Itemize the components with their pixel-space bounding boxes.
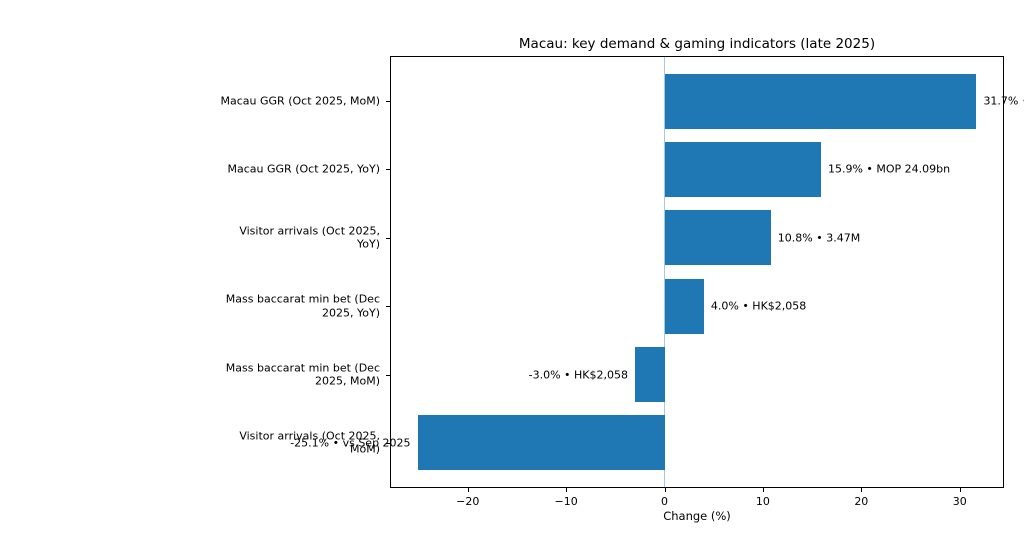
x-tick-mark xyxy=(959,488,961,492)
y-tick-mark xyxy=(386,306,390,308)
y-tick-mark xyxy=(386,374,390,376)
y-tick-label-line: Mass baccarat min bet (Dec xyxy=(225,361,380,375)
y-tick-label: Mass baccarat min bet (Dec 2025, MoM) xyxy=(226,361,380,388)
y-tick-label-line: 2025, MoM) xyxy=(315,374,380,388)
x-tick-mark xyxy=(566,488,568,492)
bar xyxy=(635,347,665,403)
bar-value-label: 31.7% • xyxy=(983,94,1024,108)
y-tick-label: Mass baccarat min bet (Dec 2025, YoY) xyxy=(226,293,380,320)
bar xyxy=(664,210,771,266)
bar-value-label: -3.0% • HK$2,058 xyxy=(528,368,628,382)
y-tick-label-line: Visitor arrivals (Oct 2025, xyxy=(239,429,380,443)
x-tick-label: 0 xyxy=(661,495,669,508)
y-tick-mark xyxy=(386,169,390,171)
zero-axis-line xyxy=(663,57,666,487)
x-tick-mark xyxy=(762,488,764,492)
bar xyxy=(417,415,665,471)
x-tick-mark xyxy=(861,488,863,492)
y-tick-label: Visitor arrivals (Oct 2025, YoY) xyxy=(239,224,380,251)
y-tick-label-line: MoM) xyxy=(349,442,380,456)
y-tick-label-line: YoY) xyxy=(357,237,380,251)
x-tick-label: 10 xyxy=(755,495,770,508)
y-tick-label: Macau GGR (Oct 2025, MoM) xyxy=(221,94,380,108)
y-tick-label-line: Visitor arrivals (Oct 2025, xyxy=(239,224,380,238)
bar-value-label: -25.1% • vs Sep 2025 xyxy=(290,436,411,450)
chart-title: Macau: key demand & gaming indicators (l… xyxy=(518,36,876,52)
bar-value-label: 15.9% • MOP 24.09bn xyxy=(827,162,951,176)
bar xyxy=(664,141,821,197)
bar-value-label: 4.0% • HK$2,058 xyxy=(710,299,807,313)
x-tick-label: −10 xyxy=(554,495,578,508)
y-tick-label: Visitor arrivals (Oct 2025, MoM) xyxy=(239,429,380,456)
x-tick-mark xyxy=(467,488,469,492)
y-tick-mark xyxy=(386,442,390,444)
y-tick-mark xyxy=(386,101,390,103)
y-tick-label-line: Mass baccarat min bet (Dec xyxy=(225,292,380,306)
bar xyxy=(664,73,977,129)
y-tick-mark xyxy=(386,237,390,239)
x-tick-label: 20 xyxy=(854,495,869,508)
x-tick-label: 30 xyxy=(952,495,967,508)
bar-value-label: 10.8% • 3.47M xyxy=(777,231,861,245)
x-axis-label: Change (%) xyxy=(663,509,731,523)
x-tick-label: −20 xyxy=(456,495,480,508)
y-tick-label-line: 2025, YoY) xyxy=(322,306,380,320)
y-tick-label-line: Macau GGR (Oct 2025, MoM) xyxy=(220,94,380,108)
x-tick-mark xyxy=(664,488,666,492)
y-tick-label: Macau GGR (Oct 2025, YoY) xyxy=(228,163,380,177)
y-tick-label-line: Macau GGR (Oct 2025, YoY) xyxy=(227,162,380,176)
bar xyxy=(664,278,704,334)
